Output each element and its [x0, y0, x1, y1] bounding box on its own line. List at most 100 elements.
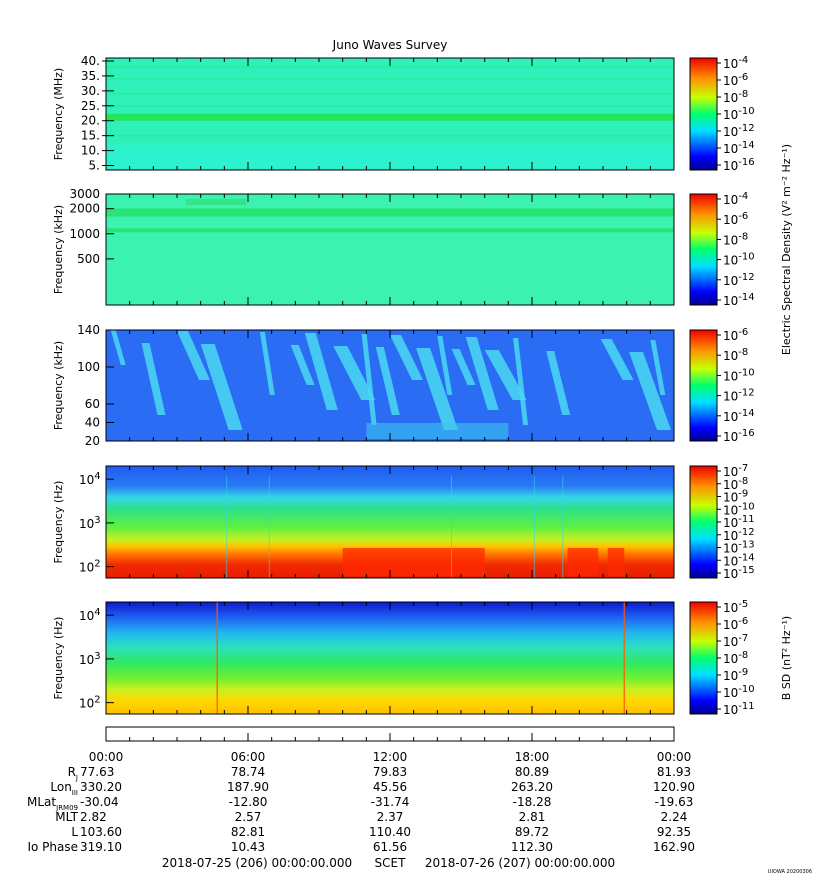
colorbar-tick-label-p1: 10-12 — [723, 123, 755, 139]
ephemeris-value: -30.04 — [80, 795, 119, 809]
spectrogram-panel-4: 104 103 102 Frequency (Hz) 10-710-810-910-10… — [52, 463, 755, 581]
colorbar-tick-label-p5: 10-11 — [723, 701, 755, 717]
faint-band-p1 — [106, 92, 674, 95]
ephemeris-value: 2.82 — [80, 810, 107, 824]
emission-burst-p3 — [513, 338, 529, 425]
ephemeris-value: 103.60 — [80, 825, 122, 839]
colorbar-tick-label-p4: 10-13 — [723, 540, 755, 556]
ephemeris-value: 81.93 — [657, 765, 691, 779]
ephemeris-value: 78.74 — [231, 765, 265, 779]
colorbar-p4 — [689, 465, 718, 579]
colorbar-tick-label-p1: 10-10 — [723, 106, 755, 122]
emission-band-p2 — [106, 208, 674, 213]
faint-band-p1 — [106, 104, 674, 107]
colorbar-tick-label-p4: 10-9 — [723, 489, 748, 505]
y-tick-label-p3: 60 — [85, 397, 100, 411]
emission-patch-p2 — [186, 199, 246, 205]
colorbar-tick-label-p2: 10-4 — [723, 191, 748, 207]
emission-burst-p3 — [465, 337, 499, 410]
y-tick-label-p1: 10. — [81, 144, 100, 158]
faint-band-p1 — [106, 134, 674, 137]
emission-burst-p3 — [259, 332, 275, 395]
ephemeris-value: 2.57 — [235, 810, 262, 824]
colorbar-tick-label-p1: 10-14 — [723, 140, 755, 156]
intense-region-p4 — [342, 548, 485, 576]
colorbar-tick-label-p4: 10-8 — [723, 476, 748, 492]
ephemeris-table: RJ 77.63 78.74 79.83 80.89 81.93 LonIII 330.20 1… — [27, 765, 695, 854]
footer-stamp: UIOWA 20200306 — [768, 869, 812, 875]
ephemeris-row-label: LonIII — [50, 780, 78, 797]
colorbar-tick-label-p4: 10-14 — [723, 552, 755, 568]
y-tick-label-p3: 140 — [77, 323, 100, 337]
colorbar-tick-label-p2: 10-14 — [723, 292, 755, 308]
emission-burst-p3 — [484, 350, 527, 400]
footer-start-time: 2018-07-25 (206) 00:00:00.000 — [162, 856, 352, 870]
y-tick-label-p3: 40 — [85, 416, 100, 430]
emission-burst-p3 — [546, 351, 571, 415]
ephemeris-value: 2.81 — [519, 810, 546, 824]
emission-burst-p3 — [177, 331, 210, 380]
y-tick-label-p1: 25. — [81, 99, 100, 113]
y-tick-label-p5: 104 — [79, 607, 101, 623]
ephemeris-value: 120.90 — [653, 780, 695, 794]
ephemeris-value: 162.90 — [653, 840, 695, 854]
colorbar-p3 — [689, 329, 718, 442]
colorbar-tick-label-p3: 10-10 — [723, 367, 755, 383]
emission-burst-p3 — [110, 330, 126, 365]
intense-region-p4 — [607, 548, 625, 576]
colorbar-tick-label-p2: 10-6 — [723, 211, 748, 227]
ephemeris-value: 80.89 — [515, 765, 549, 779]
ephemeris-row-label: L — [71, 825, 78, 839]
colorbar-tick-label-p3: 10-8 — [723, 347, 748, 363]
colorbar-tick-label-p5: 10-6 — [723, 616, 748, 632]
y-axis-label-p5: Frequency (Hz) — [52, 617, 65, 700]
time-axis: 00:00 06:00 12:00 18:00 00:00 — [89, 726, 691, 764]
colorbar-tick-label-p1: 10-4 — [723, 55, 748, 71]
ephemeris-value: 77.63 — [80, 765, 114, 779]
colorbar-tick-label-p5: 10-7 — [723, 633, 748, 649]
ephemeris-value: 82.81 — [231, 825, 265, 839]
y-tick-label-p4: 102 — [79, 559, 101, 575]
ephemeris-value: 89.72 — [515, 825, 549, 839]
colorbar-tick-label-p1: 10-16 — [723, 157, 755, 173]
faint-band-p1 — [106, 77, 674, 80]
emission-burst-p3 — [650, 340, 666, 395]
y-axis-label-p1: Frequency (MHz) — [52, 68, 65, 160]
colorbar-tick-label-p4: 10-7 — [723, 463, 748, 479]
y-tick-label-p1: 15. — [81, 129, 100, 143]
ephemeris-row-label: Io Phase — [27, 840, 78, 854]
y-axis-label-p4: Frequency (Hz) — [52, 481, 65, 564]
emission-burst-p3 — [200, 344, 243, 430]
colorbar-tick-label-p5: 10-10 — [723, 684, 755, 700]
emission-band-p1 — [106, 113, 674, 121]
colorbar-tick-label-p4: 10-10 — [723, 501, 755, 517]
y-tick-label-p3: 20 — [85, 434, 100, 448]
ephemeris-value: 110.40 — [369, 825, 411, 839]
y-tick-label-p4: 104 — [79, 471, 101, 487]
colorbar-tick-label-p1: 10-6 — [723, 72, 748, 88]
spectrogram-panels: 40.35.30.25.20.15.10.5. Frequency (MHz) 10… — [52, 54, 793, 717]
y-tick-label-p1: 20. — [81, 114, 100, 128]
colorbar-tick-label-p3: 10-14 — [723, 408, 755, 424]
y-tick-label-p3: 100 — [77, 360, 100, 374]
ephemeris-value: 61.56 — [373, 840, 407, 854]
emission-burst-p3 — [361, 334, 377, 425]
time-axis-label: 18:00 — [515, 750, 550, 764]
colorbar-tick-label-p3: 10-16 — [723, 428, 755, 444]
ephemeris-value: 2.24 — [661, 810, 688, 824]
y-tick-label-p2: 3000 — [69, 187, 100, 201]
y-tick-label-p5: 102 — [79, 695, 101, 711]
y-axis-label-p3: Frequency (kHz) — [52, 341, 65, 430]
ephemeris-value: 79.83 — [373, 765, 407, 779]
emission-burst-p3 — [416, 348, 459, 430]
time-axis-label: 00:00 — [89, 750, 124, 764]
y-tick-label-p2: 500 — [77, 252, 100, 266]
colorbar-title-p5: B SD (nT² Hz⁻¹) — [780, 616, 793, 700]
colorbar-tick-label-p2: 10-12 — [723, 272, 755, 288]
y-tick-label-p1: 5. — [89, 159, 100, 173]
ephemeris-value: -18.28 — [513, 795, 552, 809]
y-tick-label-p2: 1000 — [69, 227, 100, 241]
emission-burst-p3 — [451, 349, 476, 385]
colorbar-tick-label-p5: 10-9 — [723, 667, 748, 683]
